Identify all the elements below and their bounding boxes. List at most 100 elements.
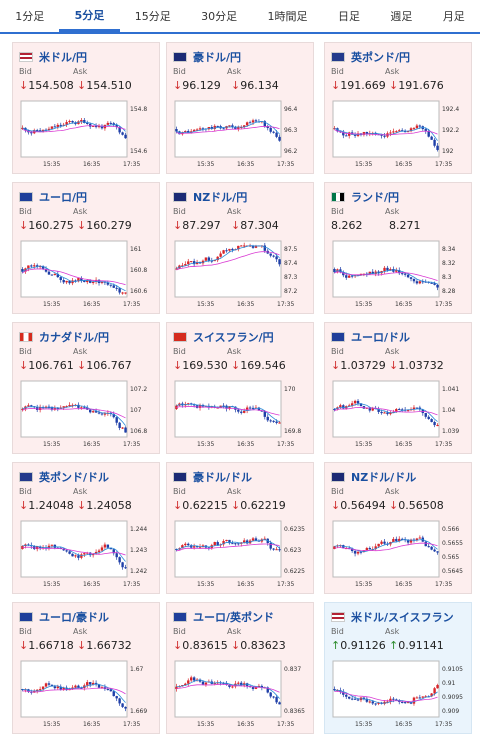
candle-body [201, 545, 205, 547]
tab-3[interactable]: 30分足 [201, 10, 238, 23]
candle-body [374, 703, 377, 705]
bid-price: ↓191.669 [331, 79, 389, 92]
rate-card[interactable]: 豪ドル/円 Bid Ask ↓96.129 ↓96.134 96.4 96.3 96.2 15:… [166, 42, 314, 174]
pair-title[interactable]: カナダドル/円 [19, 329, 109, 345]
candle-chart[interactable]: 0.566 0.5655 0.565 0.5645 15:35 16:35 17:35 [331, 517, 467, 591]
ask-price: ↑0.91141 [389, 639, 447, 652]
flag-au-icon [173, 472, 187, 482]
candle-chart[interactable]: 107.2 107 106.8 15:35 16:35 17:35 [19, 377, 155, 451]
candle-body [106, 282, 110, 285]
candle-body [195, 546, 199, 548]
candle-body [198, 128, 202, 130]
pair-title[interactable]: 米ドル/円 [19, 49, 87, 65]
tab-2[interactable]: 15分足 [134, 10, 171, 23]
flag-eu-icon [331, 332, 345, 342]
rate-card[interactable]: 豪ドル/ドル Bid Ask ↓0.62215 ↓0.62219 0.6235 0.623 0… [166, 462, 314, 594]
rate-card[interactable]: NZドル/円 Bid Ask ↓87.297 ↓87.304 87.5 87.4 87.3 87… [166, 182, 314, 314]
candle-chart[interactable]: 192.4 192.2 192 15:35 16:35 17:35 [331, 97, 467, 171]
candle-chart[interactable]: 87.5 87.4 87.3 87.2 15:35 16:35 17:35 [173, 237, 309, 311]
y-tick-label: 192.4 [442, 106, 459, 113]
candle-body [418, 537, 422, 539]
candle-chart[interactable]: 0.9105 0.91 0.9095 0.909 15:35 16:35 17:35 [331, 657, 467, 731]
candle-body [47, 128, 51, 130]
y-tick-label: 169.8 [284, 428, 301, 435]
candle-body [237, 543, 240, 545]
candle-body [400, 130, 404, 132]
pair-title[interactable]: ユーロ/円 [19, 189, 87, 205]
candle-chart[interactable]: 1.67 1.669 15:35 16:35 17:35 [19, 657, 155, 731]
bid-ask-labels: Bid Ask [19, 487, 127, 496]
rate-card[interactable]: 米ドル/円 Bid Ask ↓154.508 ↓154.510 154.8 154.6 15:… [12, 42, 160, 174]
rate-card[interactable]: ユーロ/円 Bid Ask ↓160.275 ↓160.279 161 160.8 160.6… [12, 182, 160, 314]
candle-body [30, 132, 33, 134]
candle-body [187, 403, 190, 405]
tab-4[interactable]: 1時間足 [267, 10, 308, 23]
rate-card[interactable]: ユーロ/ドル Bid Ask ↓1.03729 ↓1.03732 1.041 1.04 1.0… [324, 322, 472, 454]
ma-long-line [334, 271, 438, 281]
rate-card[interactable]: 米ドル/スイスフラン Bid Ask ↑0.91126 ↑0.91141 0.9105 0.… [324, 602, 472, 734]
candle-body [88, 123, 92, 127]
prices: ↓169.530 ↓169.546 [173, 359, 289, 372]
tab-5[interactable]: 日足 [337, 10, 360, 23]
arrow-down-icon: ↓ [173, 499, 183, 512]
x-tick-label: 17:35 [277, 581, 294, 588]
tab-1[interactable]: 5分足 [59, 0, 120, 32]
pair-name: NZドル/ドル [351, 471, 417, 484]
pair-title[interactable]: NZドル/ドル [331, 469, 416, 485]
tab-7[interactable]: 月足 [442, 10, 465, 23]
candle-body [80, 407, 83, 409]
tab-0[interactable]: 1分足 [15, 10, 45, 23]
pair-title[interactable]: ユーロ/英ポンド [173, 609, 274, 625]
pair-title[interactable]: ユーロ/豪ドル [19, 609, 109, 625]
ask-value: 0.83623 [240, 639, 286, 652]
candle-body [222, 682, 225, 684]
candle-body [237, 245, 240, 250]
pair-title[interactable]: 英ポンド/ドル [19, 469, 109, 485]
rate-card[interactable]: 英ポンド/円 Bid Ask ↓191.669 ↓191.676 192.4 192.2 19… [324, 42, 472, 174]
pair-title[interactable]: スイスフラン/円 [173, 329, 274, 345]
rate-card[interactable]: NZドル/ドル Bid Ask ↓0.56494 ↓0.56508 0.566 0.5655… [324, 462, 472, 594]
pair-title[interactable]: ランド/円 [331, 189, 399, 205]
candle-body [392, 131, 395, 133]
ma-long-line [176, 406, 280, 416]
candle-chart[interactable]: 0.6235 0.623 0.6225 15:35 16:35 17:35 [173, 517, 309, 591]
rate-card[interactable]: スイスフラン/円 Bid Ask ↓169.530 ↓169.546 170 169.8 15… [166, 322, 314, 454]
ask-label: Ask [227, 487, 242, 496]
bid-price: ↓1.03729 [331, 359, 389, 372]
candle-body [213, 260, 216, 262]
rate-card[interactable]: ユーロ/豪ドル Bid Ask ↓1.66718 ↓1.66732 1.67 1.669 15… [12, 602, 160, 734]
pair-title[interactable]: NZドル/円 [173, 189, 247, 205]
candle-body [216, 542, 219, 545]
rate-card[interactable]: カナダドル/円 Bid Ask ↓106.761 ↓106.767 107.2 107 106… [12, 322, 160, 454]
candle-body [400, 273, 404, 275]
rate-card[interactable]: ランド/円 Bid Ask 8.262 8.271 8.34 8.32 8.3 8.28 15:3… [324, 182, 472, 314]
y-tick-label: 160.8 [130, 267, 147, 274]
pair-title[interactable]: 英ポンド/円 [331, 49, 410, 65]
candle-body [112, 285, 115, 288]
candle-chart[interactable]: 96.4 96.3 96.2 15:35 16:35 17:35 [173, 97, 309, 171]
bid-price: ↓96.129 [173, 79, 231, 92]
candle-chart[interactable]: 1.041 1.04 1.039 15:35 16:35 17:35 [331, 377, 467, 451]
candle-body [192, 404, 196, 406]
candle-body [415, 125, 419, 129]
candle-chart[interactable]: 154.8 154.6 15:35 16:35 17:35 [19, 97, 155, 171]
rate-card[interactable]: 英ポンド/ドル Bid Ask ↓1.24048 ↓1.24058 1.244 1.243 1… [12, 462, 160, 594]
pair-title[interactable]: 豪ドル/ドル [173, 469, 252, 485]
candle-chart[interactable]: 161 160.8 160.6 15:35 16:35 17:35 [19, 237, 155, 311]
rate-card[interactable]: ユーロ/英ポンド Bid Ask ↓0.83615 ↓0.83623 0.837 0.836… [166, 602, 314, 734]
candle-chart[interactable]: 8.34 8.32 8.3 8.28 15:35 16:35 17:35 [331, 237, 467, 311]
candle-body [266, 687, 269, 693]
y-tick-label: 1.244 [130, 526, 147, 533]
candle-body [74, 555, 77, 557]
pair-title[interactable]: 豪ドル/円 [173, 49, 241, 65]
pair-name: ユーロ/英ポンド [193, 611, 275, 624]
candle-chart[interactable]: 0.837 0.8365 15:35 16:35 17:35 [173, 657, 309, 731]
candle-chart[interactable]: 1.244 1.243 1.242 15:35 16:35 17:35 [19, 517, 155, 591]
pair-title[interactable]: 米ドル/スイスフラン [331, 609, 454, 625]
pair-title[interactable]: ユーロ/ドル [331, 329, 410, 345]
tab-6[interactable]: 週足 [390, 10, 413, 23]
ask-label: Ask [73, 347, 88, 356]
ma-long-line [176, 251, 280, 271]
candle-chart[interactable]: 170 169.8 15:35 16:35 17:35 [173, 377, 309, 451]
bid-value: 191.669 [340, 79, 386, 92]
